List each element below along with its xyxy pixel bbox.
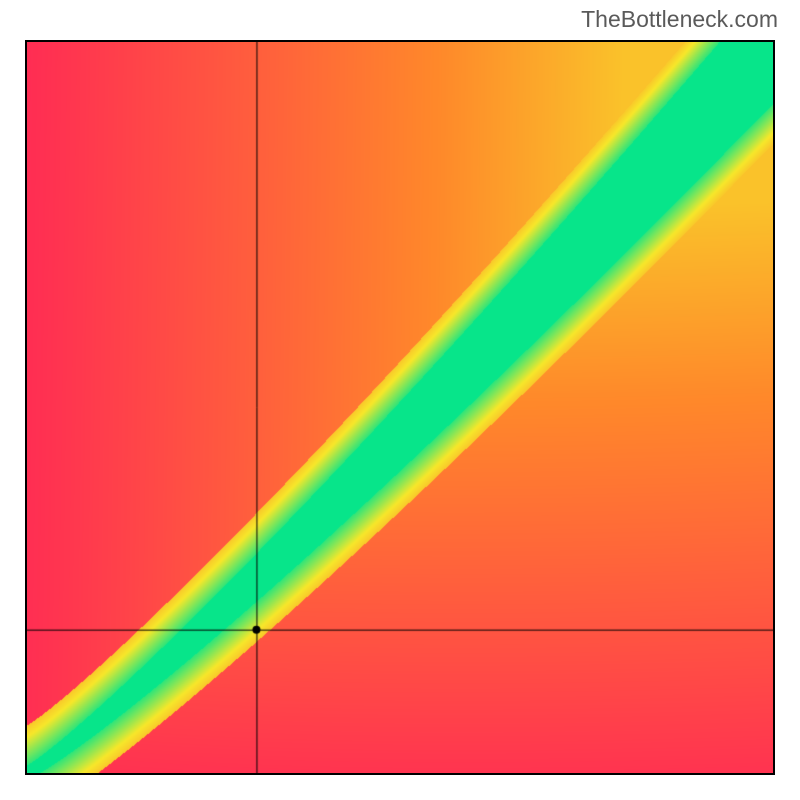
heatmap-plot: [25, 40, 775, 775]
watermark-text: TheBottleneck.com: [581, 6, 778, 33]
chart-container: TheBottleneck.com: [0, 0, 800, 800]
heatmap-canvas: [27, 42, 773, 773]
